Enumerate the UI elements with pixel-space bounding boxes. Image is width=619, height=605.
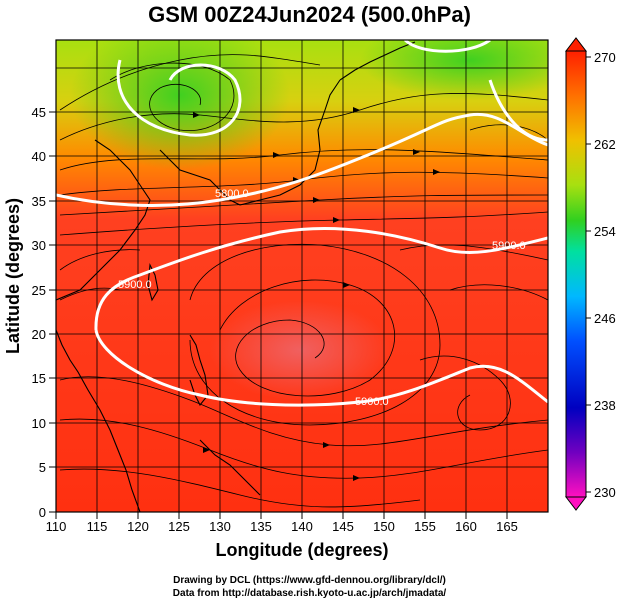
contour-5800-line <box>56 112 548 207</box>
colorbar-label-246: 246 <box>594 311 616 326</box>
x-tick-140: 140 <box>291 519 313 534</box>
colorbar-top-arrow <box>564 37 588 52</box>
x-tick-labels: 110 115 120 125 130 135 140 145 150 155 … <box>46 519 518 534</box>
colorbar-label-238: 238 <box>594 398 616 413</box>
x-tick-165: 165 <box>496 519 518 534</box>
x-tick-110: 110 <box>46 519 67 534</box>
x-tick-marks <box>55 512 508 519</box>
x-tick-135: 135 <box>250 519 272 534</box>
y-tick-45: 45 <box>32 105 46 120</box>
height-contours <box>56 40 548 407</box>
y-tick-15: 15 <box>32 371 46 386</box>
x-tick-115: 115 <box>87 519 108 534</box>
credits: Drawing by DCL (https://www.gfd-dennou.o… <box>0 574 619 600</box>
contour-label-5900-west: 5900.0 <box>118 279 152 291</box>
x-tick-150: 150 <box>373 519 395 534</box>
x-tick-160: 160 <box>455 519 477 534</box>
colorbar: 270 262 254 246 238 230 <box>564 37 616 511</box>
cold-region-ne <box>360 40 548 100</box>
y-tick-10: 10 <box>32 416 46 431</box>
contour-east-line <box>488 79 548 142</box>
figure-title: GSM 00Z24Jun2024 (500.0hPa) <box>148 2 471 27</box>
colorbar-label-230: 230 <box>594 485 616 500</box>
x-tick-155: 155 <box>414 519 436 534</box>
contour-5900-south-line <box>94 329 548 407</box>
contour-label-5900-east: 5900.0 <box>492 240 526 252</box>
x-axis-title: Longitude (degrees) <box>215 540 388 560</box>
wind-arrows <box>193 107 440 481</box>
y-tick-20: 20 <box>32 327 46 342</box>
plot-area: 5800.0 5900.0 5900.0 5900.0 <box>56 40 548 512</box>
credits-line-data: Data from http://database.rish.kyoto-u.a… <box>172 588 447 599</box>
contour-ne-line <box>403 40 491 53</box>
colorbar-label-254: 254 <box>594 224 616 239</box>
credits-line-dcl: Drawing by DCL (https://www.gfd-dennou.o… <box>173 575 446 586</box>
y-tick-5: 5 <box>39 460 46 475</box>
x-tick-130: 130 <box>209 519 231 534</box>
x-tick-120: 120 <box>127 519 149 534</box>
contour-label-5900-south: 5900.0 <box>355 396 389 408</box>
contour-north-line <box>116 59 242 137</box>
cold-region <box>70 40 290 170</box>
colorbar-bottom-arrow <box>564 496 588 511</box>
y-tick-40: 40 <box>32 149 46 164</box>
warm-core <box>210 300 390 400</box>
x-tick-125: 125 <box>168 519 190 534</box>
y-tick-25: 25 <box>32 283 46 298</box>
y-axis-title: Latitude (degrees) <box>3 198 23 354</box>
y-tick-labels: 0 5 10 15 20 25 30 35 40 45 <box>32 105 46 520</box>
colorbar-label-270: 270 <box>594 50 616 65</box>
contour-label-5800: 5800.0 <box>215 188 249 200</box>
x-tick-145: 145 <box>332 519 354 534</box>
y-tick-30: 30 <box>32 238 46 253</box>
contour-labels: 5800.0 5900.0 5900.0 5900.0 <box>118 188 526 408</box>
colorbar-label-262: 262 <box>594 137 616 152</box>
y-tick-marks <box>49 111 56 513</box>
contour-5900-line <box>94 226 548 331</box>
colorbar-scale <box>565 50 587 498</box>
y-tick-35: 35 <box>32 194 46 209</box>
y-tick-0: 0 <box>39 505 46 520</box>
